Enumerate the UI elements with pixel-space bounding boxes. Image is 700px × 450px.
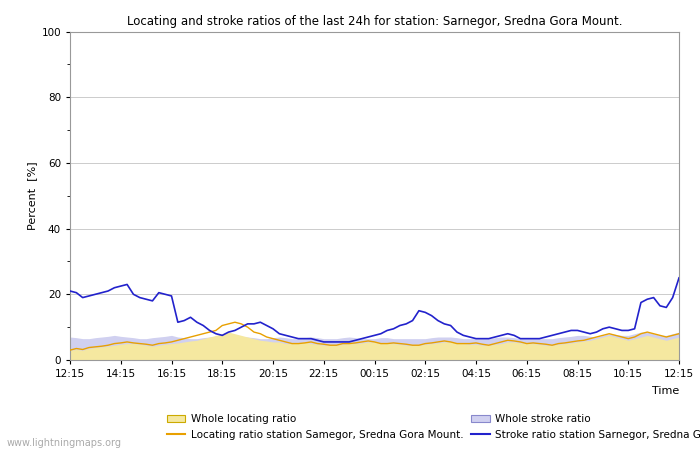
Text: www.lightningmaps.org: www.lightningmaps.org	[7, 438, 122, 448]
Legend: Whole locating ratio, Locating ratio station Samegor, Sredna Gora Mount., Whole : Whole locating ratio, Locating ratio sta…	[167, 414, 700, 440]
Y-axis label: Percent  [%]: Percent [%]	[27, 162, 37, 230]
Text: Time: Time	[652, 386, 679, 396]
Title: Locating and stroke ratios of the last 24h for station: Sarnegor, Sredna Gora Mo: Locating and stroke ratios of the last 2…	[127, 14, 622, 27]
